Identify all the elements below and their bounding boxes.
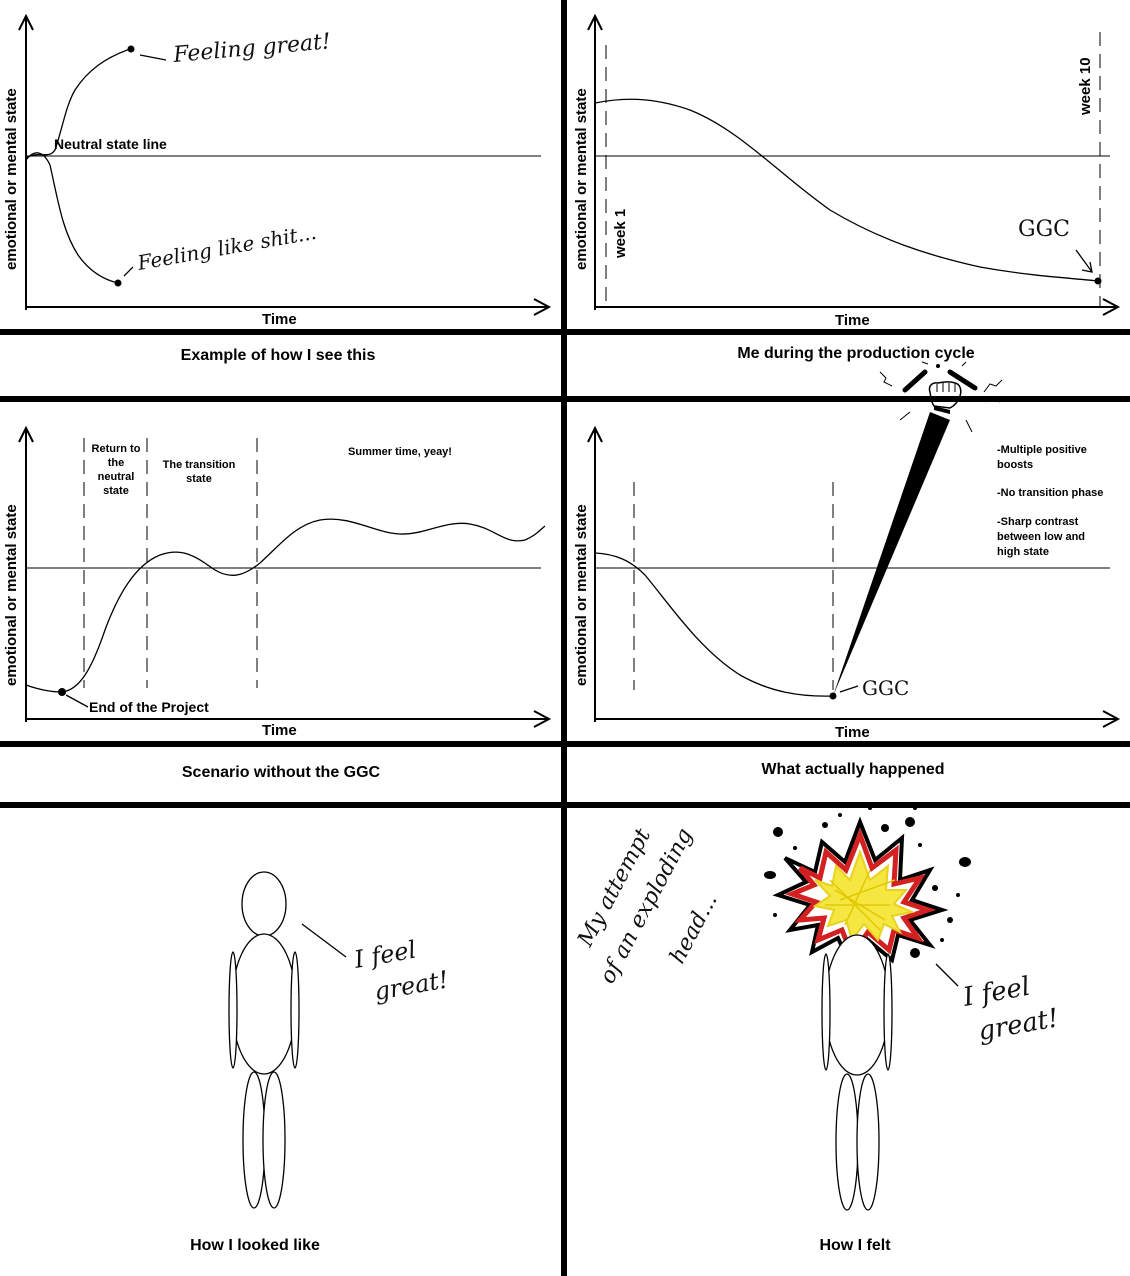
- great-pointer: [139, 54, 167, 61]
- phase-summer-label: Summer time, yeay!: [348, 446, 452, 458]
- explosion-icon: [764, 806, 971, 973]
- phase-transition-line-2: state: [186, 473, 212, 485]
- figure-right-arm: [290, 951, 300, 1069]
- figure-right-arm: [883, 953, 893, 1071]
- rising-curve: [25, 48, 131, 159]
- figure-left-leg: [242, 1071, 266, 1209]
- panel-production-cycle-chart: GGC week 1 week 10 emotional or mental s…: [573, 13, 1121, 362]
- figure-right-leg: [262, 1071, 286, 1209]
- ggc-point: [829, 692, 837, 700]
- stick-figure: [228, 871, 300, 1209]
- x-axis: [595, 298, 1121, 316]
- y-axis-label: emotional or mental state: [3, 88, 20, 270]
- end-of-project-point: [58, 688, 66, 696]
- x-axis: [26, 298, 552, 316]
- phase-return-line-3: neutral: [98, 471, 135, 483]
- week-10-label: week 10: [1077, 57, 1094, 116]
- descending-curve: [594, 552, 834, 697]
- x-axis-label: Time: [835, 312, 870, 329]
- note-1-line-1: -Multiple positive: [997, 444, 1087, 456]
- panel-how-i-looked: I feel great! How I looked like: [190, 871, 451, 1254]
- stick-figure: [821, 934, 893, 1211]
- ggc-arrow: [1075, 249, 1093, 273]
- peak-point: [127, 45, 135, 53]
- speech-pointer: [301, 923, 347, 958]
- panel-caption: What actually happened: [761, 761, 944, 778]
- note-1-line-2: boosts: [997, 459, 1033, 471]
- x-axis: [26, 710, 552, 728]
- bad-pointer: [123, 266, 134, 277]
- figure-torso: [231, 933, 297, 1075]
- phase-return-line-2: the: [108, 457, 125, 469]
- neutral-state-label: Neutral state line: [54, 136, 167, 152]
- x-axis: [595, 710, 1121, 728]
- week-1-label: week 1: [612, 209, 629, 259]
- phase-return-line-1: Return to: [92, 443, 141, 455]
- panel-caption: Scenario without the GGC: [182, 764, 381, 781]
- ggc-label: GGC: [862, 676, 909, 700]
- panel-caption: Example of how I see this: [181, 347, 376, 364]
- panel-caption: Me during the production cycle: [737, 345, 974, 362]
- y-axis-label: emotional or mental state: [573, 504, 590, 686]
- y-axis-label: emotional or mental state: [573, 88, 590, 270]
- note-2-line-1: -No transition phase: [997, 487, 1103, 499]
- phase-transition-line-1: The transition: [163, 459, 236, 471]
- y-axis: [587, 425, 603, 722]
- panel-caption: How I felt: [819, 1237, 891, 1254]
- ggc-pointer: [839, 685, 859, 693]
- figure-right-leg: [856, 1073, 880, 1211]
- panel-what-happened-chart: GGC -Multiple positive boosts -No transi…: [573, 361, 1121, 778]
- figure-left-leg: [835, 1073, 859, 1211]
- end-pointer: [65, 694, 89, 708]
- end-of-project-label: End of the Project: [89, 699, 209, 715]
- figure-head: [241, 871, 287, 937]
- speech-pointer: [935, 963, 959, 987]
- y-axis: [18, 425, 34, 722]
- falling-curve: [25, 152, 119, 284]
- figure-torso: [824, 934, 890, 1076]
- phase-return-line-4: state: [103, 485, 129, 497]
- low-point: [114, 279, 122, 287]
- note-3-line-1: -Sharp contrast: [997, 516, 1079, 528]
- y-axis-label: emotional or mental state: [3, 504, 20, 686]
- ggc-point: [1094, 277, 1102, 285]
- x-axis-label: Time: [262, 722, 297, 739]
- x-axis-label: Time: [835, 724, 870, 741]
- ggc-label: GGC: [1018, 217, 1070, 242]
- production-curve: [594, 98, 1099, 282]
- panel-without-ggc-chart: Return to the neutral state The transiti…: [3, 425, 552, 781]
- y-axis: [587, 13, 603, 310]
- figure-left-arm: [821, 953, 831, 1071]
- y-axis: [18, 13, 34, 310]
- panel-caption: How I looked like: [190, 1237, 320, 1254]
- figure-left-arm: [228, 951, 238, 1069]
- note-3-line-3: high state: [997, 546, 1049, 558]
- note-3-line-2: between low and: [997, 531, 1085, 543]
- recovery-curve: [25, 518, 546, 693]
- x-axis-label: Time: [262, 311, 297, 328]
- boost-spike: [833, 412, 950, 696]
- broken-chain-icon: [902, 364, 978, 393]
